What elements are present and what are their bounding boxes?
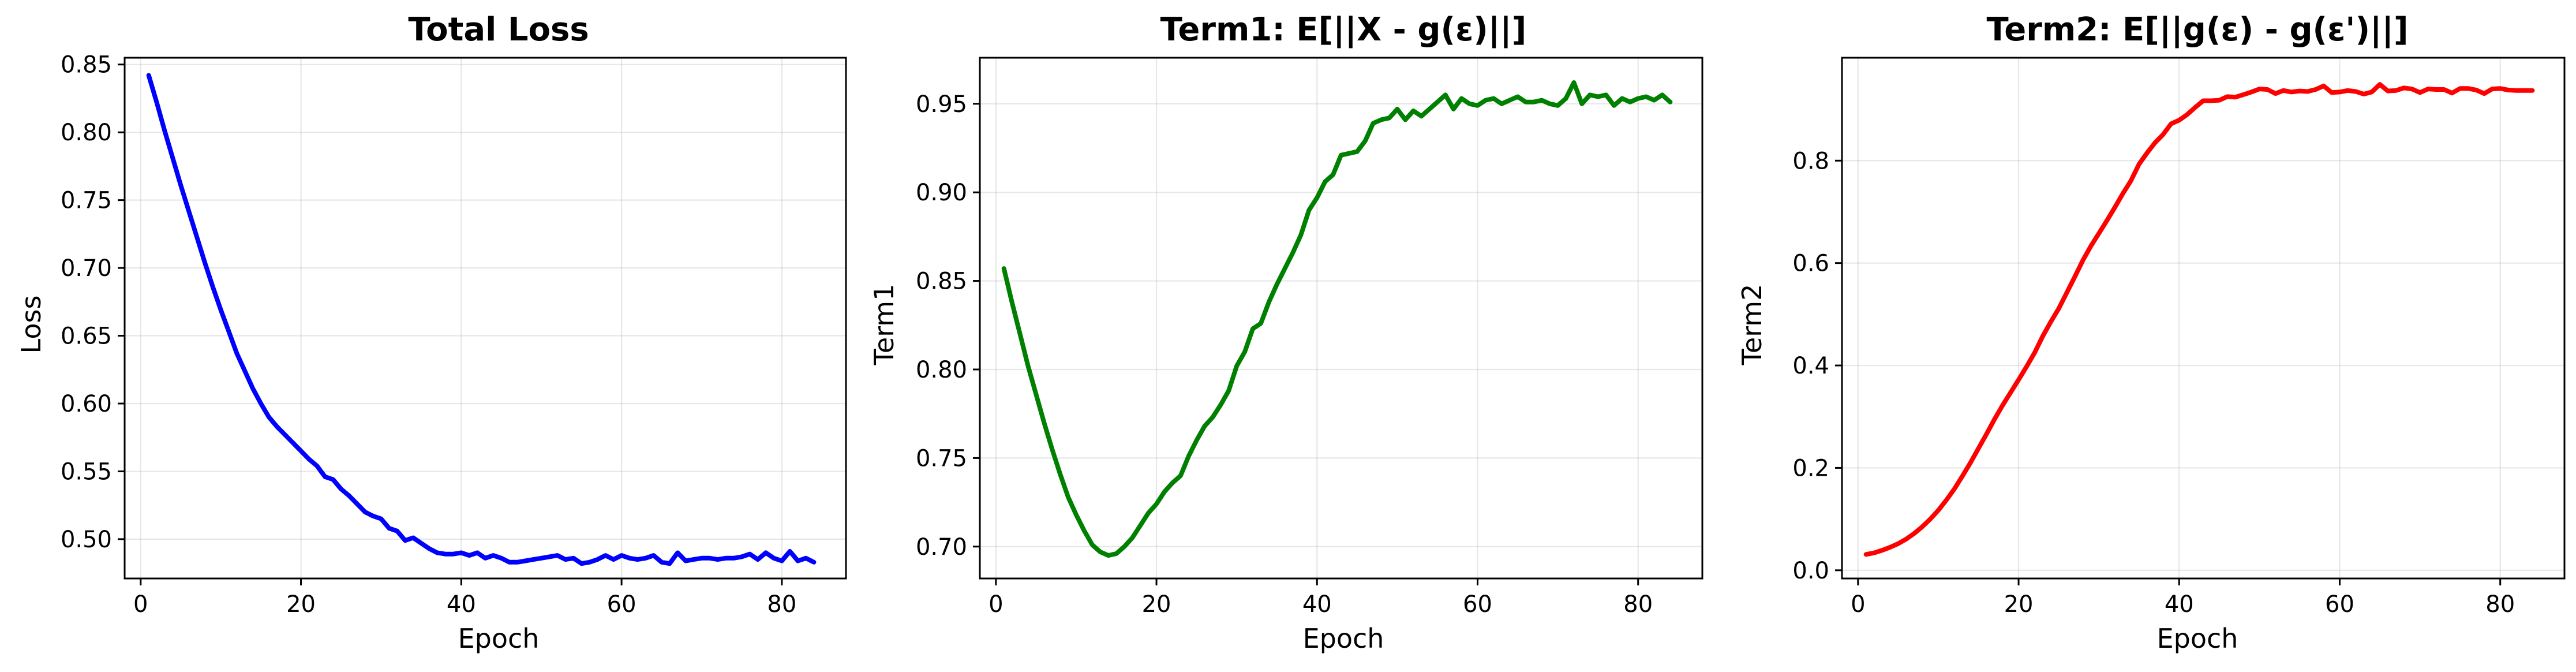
y-tick-label: 0.75: [61, 188, 112, 214]
y-tick-label: 0.95: [916, 91, 967, 118]
y-axis-label: Term1: [868, 284, 900, 366]
x-tick-label: 80: [1623, 591, 1653, 618]
series-line: [146, 73, 817, 566]
y-tick-label: 0.60: [61, 391, 112, 417]
x-axis-label: Epoch: [2157, 623, 2238, 654]
x-tick-label: 0: [989, 591, 1003, 618]
y-tick-label: 0.70: [916, 534, 967, 561]
x-tick-label: 40: [447, 591, 476, 618]
term2-chart: Term2: E[||g(ε) - g(ε')||] Epoch Term2 0…: [1736, 11, 2566, 654]
y-tick-label: 0.8: [1792, 148, 1829, 174]
x-tick-label: 80: [767, 591, 796, 618]
grid: [980, 58, 1702, 578]
x-axis-label: Epoch: [1303, 623, 1384, 654]
plot-frame: [123, 57, 847, 580]
x-tick-label: 20: [1142, 591, 1171, 618]
x-tick-label: 40: [1302, 591, 1332, 618]
plot-frame: [979, 57, 1703, 580]
y-tick-label: 0.75: [916, 445, 967, 472]
chart-title: Total Loss: [408, 11, 589, 48]
x-tick-label: 0: [1851, 591, 1865, 618]
x-tick-label: 80: [2485, 591, 2515, 618]
series-line: [1863, 82, 2535, 557]
x-tick-label: 40: [2165, 591, 2194, 618]
x-tick-label: 20: [286, 591, 316, 618]
grid: [125, 58, 846, 578]
x-tick-label: 20: [2004, 591, 2034, 618]
x-tick-label: 60: [607, 591, 636, 618]
y-tick-label: 0.80: [61, 120, 112, 146]
x-axis-label: Epoch: [458, 623, 540, 654]
x-tick-label: 0: [133, 591, 148, 618]
y-tick-label: 0.4: [1792, 353, 1829, 379]
x-tick-label: 60: [2325, 591, 2354, 618]
y-tick-label: 0.2: [1792, 455, 1829, 481]
total-loss-chart: Total Loss Epoch Loss 0 20 40 60 80 0.50 0.55 0…: [16, 11, 847, 654]
x-tick-label: 60: [1463, 591, 1492, 618]
y-tick-label: 0.50: [61, 527, 112, 553]
y-tick-label: 0.70: [61, 255, 112, 282]
y-tick-label: 0.65: [61, 323, 112, 350]
series-line: [1001, 80, 1673, 558]
y-axis-label: Term2: [1736, 284, 1768, 366]
y-axis-label: Loss: [16, 296, 47, 354]
y-tick-label: 0.6: [1792, 251, 1829, 277]
y-tick-label: 0.85: [61, 52, 112, 79]
chart-title: Term1: E[||X - g(ε)||]: [1160, 11, 1527, 48]
y-tick-label: 0.85: [916, 268, 967, 295]
plot-frame: [1841, 57, 2566, 580]
chart-title: Term2: E[||g(ε) - g(ε')||]: [1986, 11, 2408, 48]
y-tick-label: 0.55: [61, 458, 112, 485]
grid: [1842, 58, 2564, 578]
y-tick-label: 0.90: [916, 180, 967, 206]
y-tick-label: 0.0: [1792, 558, 1829, 584]
term1-chart: Term1: E[||X - g(ε)||] Epoch Term1 0 20 40…: [868, 11, 1703, 654]
y-tick-label: 0.80: [916, 357, 967, 383]
